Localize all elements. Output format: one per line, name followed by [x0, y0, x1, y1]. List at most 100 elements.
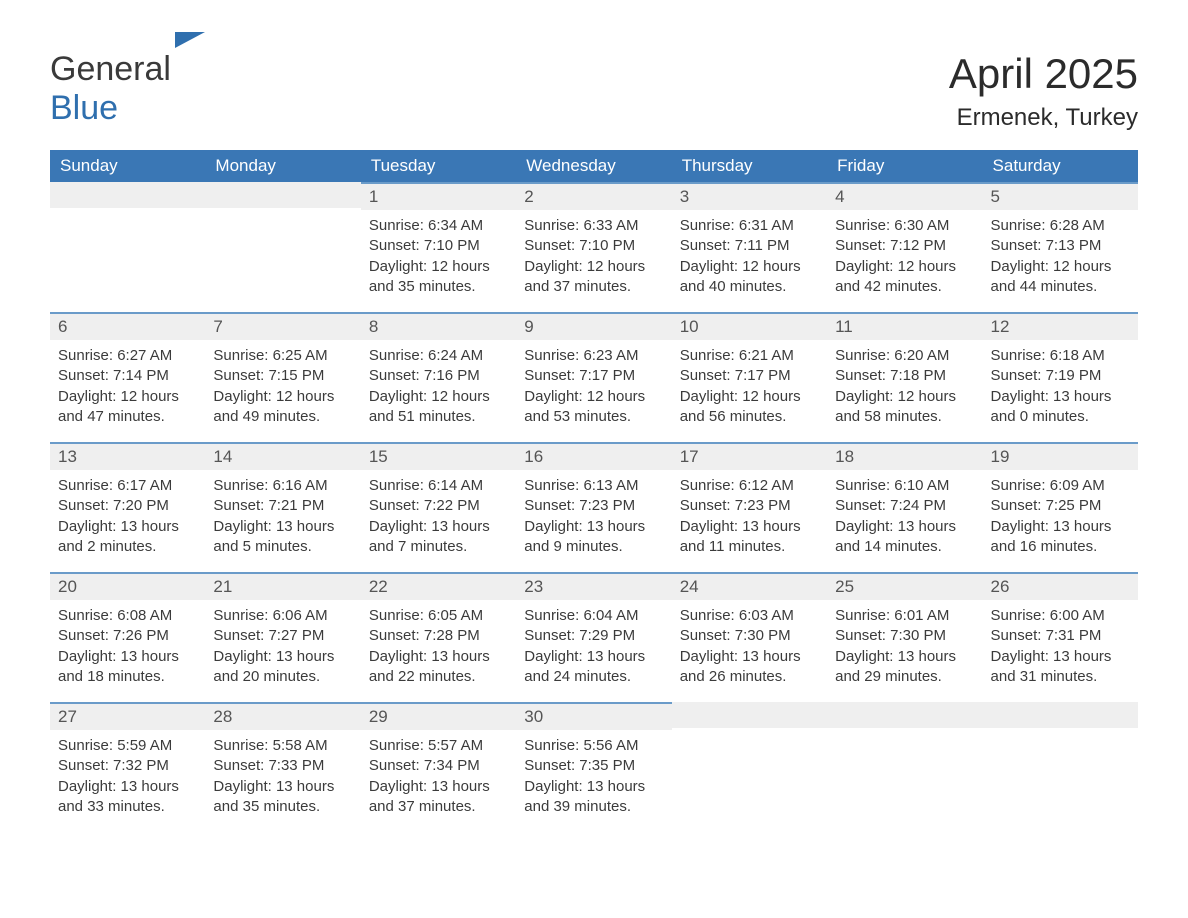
day-content: Sunrise: 6:34 AMSunset: 7:10 PMDaylight:…	[361, 210, 516, 301]
brand-part1: General	[50, 50, 171, 88]
day-content: Sunrise: 6:25 AMSunset: 7:15 PMDaylight:…	[205, 340, 360, 431]
day-number: 3	[672, 182, 827, 210]
day-number: 26	[983, 572, 1138, 600]
calendar-day-cell: 19Sunrise: 6:09 AMSunset: 7:25 PMDayligh…	[983, 442, 1138, 572]
day-number: 22	[361, 572, 516, 600]
day-number: 23	[516, 572, 671, 600]
day-number: 14	[205, 442, 360, 470]
weekday-header: Wednesday	[516, 150, 671, 182]
calendar-day-cell: 1Sunrise: 6:34 AMSunset: 7:10 PMDaylight…	[361, 182, 516, 312]
day-number: 16	[516, 442, 671, 470]
day-content: Sunrise: 6:09 AMSunset: 7:25 PMDaylight:…	[983, 470, 1138, 561]
month-title: April 2025	[949, 50, 1138, 98]
calendar-week-row: 27Sunrise: 5:59 AMSunset: 7:32 PMDayligh…	[50, 702, 1138, 832]
calendar-day-cell: 6Sunrise: 6:27 AMSunset: 7:14 PMDaylight…	[50, 312, 205, 442]
day-content: Sunrise: 5:57 AMSunset: 7:34 PMDaylight:…	[361, 730, 516, 821]
calendar-table: SundayMondayTuesdayWednesdayThursdayFrid…	[50, 150, 1138, 832]
calendar-day-cell: 30Sunrise: 5:56 AMSunset: 7:35 PMDayligh…	[516, 702, 671, 832]
day-content: Sunrise: 6:23 AMSunset: 7:17 PMDaylight:…	[516, 340, 671, 431]
calendar-day-cell	[205, 182, 360, 312]
calendar-day-cell	[50, 182, 205, 312]
day-content: Sunrise: 6:27 AMSunset: 7:14 PMDaylight:…	[50, 340, 205, 431]
weekday-header: Tuesday	[361, 150, 516, 182]
calendar-day-cell: 11Sunrise: 6:20 AMSunset: 7:18 PMDayligh…	[827, 312, 982, 442]
day-number: 1	[361, 182, 516, 210]
empty-day-bar	[983, 702, 1138, 728]
day-content: Sunrise: 6:04 AMSunset: 7:29 PMDaylight:…	[516, 600, 671, 691]
day-content: Sunrise: 6:05 AMSunset: 7:28 PMDaylight:…	[361, 600, 516, 691]
calendar-day-cell: 21Sunrise: 6:06 AMSunset: 7:27 PMDayligh…	[205, 572, 360, 702]
day-content: Sunrise: 6:33 AMSunset: 7:10 PMDaylight:…	[516, 210, 671, 301]
day-number: 27	[50, 702, 205, 730]
empty-day-bar	[827, 702, 982, 728]
calendar-day-cell: 17Sunrise: 6:12 AMSunset: 7:23 PMDayligh…	[672, 442, 827, 572]
day-content: Sunrise: 5:58 AMSunset: 7:33 PMDaylight:…	[205, 730, 360, 821]
calendar-day-cell: 29Sunrise: 5:57 AMSunset: 7:34 PMDayligh…	[361, 702, 516, 832]
day-number: 2	[516, 182, 671, 210]
day-number: 10	[672, 312, 827, 340]
calendar-day-cell: 2Sunrise: 6:33 AMSunset: 7:10 PMDaylight…	[516, 182, 671, 312]
calendar-day-cell: 23Sunrise: 6:04 AMSunset: 7:29 PMDayligh…	[516, 572, 671, 702]
location-label: Ermenek, Turkey	[949, 104, 1138, 132]
empty-day-bar	[672, 702, 827, 728]
weekday-header: Thursday	[672, 150, 827, 182]
empty-day-bar	[50, 182, 205, 208]
day-number: 25	[827, 572, 982, 600]
calendar-day-cell: 24Sunrise: 6:03 AMSunset: 7:30 PMDayligh…	[672, 572, 827, 702]
calendar-day-cell: 13Sunrise: 6:17 AMSunset: 7:20 PMDayligh…	[50, 442, 205, 572]
calendar-day-cell: 15Sunrise: 6:14 AMSunset: 7:22 PMDayligh…	[361, 442, 516, 572]
weekday-header: Monday	[205, 150, 360, 182]
calendar-day-cell: 9Sunrise: 6:23 AMSunset: 7:17 PMDaylight…	[516, 312, 671, 442]
calendar-day-cell: 18Sunrise: 6:10 AMSunset: 7:24 PMDayligh…	[827, 442, 982, 572]
day-number: 15	[361, 442, 516, 470]
day-content: Sunrise: 6:28 AMSunset: 7:13 PMDaylight:…	[983, 210, 1138, 301]
calendar-day-cell: 7Sunrise: 6:25 AMSunset: 7:15 PMDaylight…	[205, 312, 360, 442]
calendar-day-cell: 10Sunrise: 6:21 AMSunset: 7:17 PMDayligh…	[672, 312, 827, 442]
calendar-day-cell	[983, 702, 1138, 832]
day-content: Sunrise: 6:10 AMSunset: 7:24 PMDaylight:…	[827, 470, 982, 561]
brand-logo: General Blue	[50, 50, 205, 128]
day-content: Sunrise: 6:06 AMSunset: 7:27 PMDaylight:…	[205, 600, 360, 691]
day-number: 17	[672, 442, 827, 470]
day-number: 30	[516, 702, 671, 730]
day-number: 28	[205, 702, 360, 730]
day-number: 7	[205, 312, 360, 340]
calendar-day-cell: 4Sunrise: 6:30 AMSunset: 7:12 PMDaylight…	[827, 182, 982, 312]
day-content: Sunrise: 6:18 AMSunset: 7:19 PMDaylight:…	[983, 340, 1138, 431]
calendar-week-row: 1Sunrise: 6:34 AMSunset: 7:10 PMDaylight…	[50, 182, 1138, 312]
weekday-header: Saturday	[983, 150, 1138, 182]
calendar-day-cell: 27Sunrise: 5:59 AMSunset: 7:32 PMDayligh…	[50, 702, 205, 832]
day-content: Sunrise: 6:00 AMSunset: 7:31 PMDaylight:…	[983, 600, 1138, 691]
calendar-day-cell	[827, 702, 982, 832]
day-number: 5	[983, 182, 1138, 210]
logo-flag-icon	[175, 28, 205, 48]
day-content: Sunrise: 6:13 AMSunset: 7:23 PMDaylight:…	[516, 470, 671, 561]
day-number: 21	[205, 572, 360, 600]
day-number: 6	[50, 312, 205, 340]
day-content: Sunrise: 6:17 AMSunset: 7:20 PMDaylight:…	[50, 470, 205, 561]
title-block: April 2025 Ermenek, Turkey	[949, 50, 1138, 140]
calendar-day-cell: 8Sunrise: 6:24 AMSunset: 7:16 PMDaylight…	[361, 312, 516, 442]
calendar-day-cell: 5Sunrise: 6:28 AMSunset: 7:13 PMDaylight…	[983, 182, 1138, 312]
day-content: Sunrise: 6:14 AMSunset: 7:22 PMDaylight:…	[361, 470, 516, 561]
calendar-day-cell	[672, 702, 827, 832]
day-content: Sunrise: 5:56 AMSunset: 7:35 PMDaylight:…	[516, 730, 671, 821]
day-content: Sunrise: 5:59 AMSunset: 7:32 PMDaylight:…	[50, 730, 205, 821]
empty-day-bar	[205, 182, 360, 208]
day-content: Sunrise: 6:24 AMSunset: 7:16 PMDaylight:…	[361, 340, 516, 431]
day-number: 19	[983, 442, 1138, 470]
day-number: 12	[983, 312, 1138, 340]
calendar-day-cell: 14Sunrise: 6:16 AMSunset: 7:21 PMDayligh…	[205, 442, 360, 572]
calendar-day-cell: 3Sunrise: 6:31 AMSunset: 7:11 PMDaylight…	[672, 182, 827, 312]
day-number: 8	[361, 312, 516, 340]
day-number: 24	[672, 572, 827, 600]
calendar-week-row: 13Sunrise: 6:17 AMSunset: 7:20 PMDayligh…	[50, 442, 1138, 572]
day-content: Sunrise: 6:21 AMSunset: 7:17 PMDaylight:…	[672, 340, 827, 431]
calendar-day-cell: 26Sunrise: 6:00 AMSunset: 7:31 PMDayligh…	[983, 572, 1138, 702]
calendar-body: 1Sunrise: 6:34 AMSunset: 7:10 PMDaylight…	[50, 182, 1138, 832]
day-content: Sunrise: 6:30 AMSunset: 7:12 PMDaylight:…	[827, 210, 982, 301]
calendar-day-cell: 20Sunrise: 6:08 AMSunset: 7:26 PMDayligh…	[50, 572, 205, 702]
day-content: Sunrise: 6:16 AMSunset: 7:21 PMDaylight:…	[205, 470, 360, 561]
day-number: 11	[827, 312, 982, 340]
day-content: Sunrise: 6:03 AMSunset: 7:30 PMDaylight:…	[672, 600, 827, 691]
